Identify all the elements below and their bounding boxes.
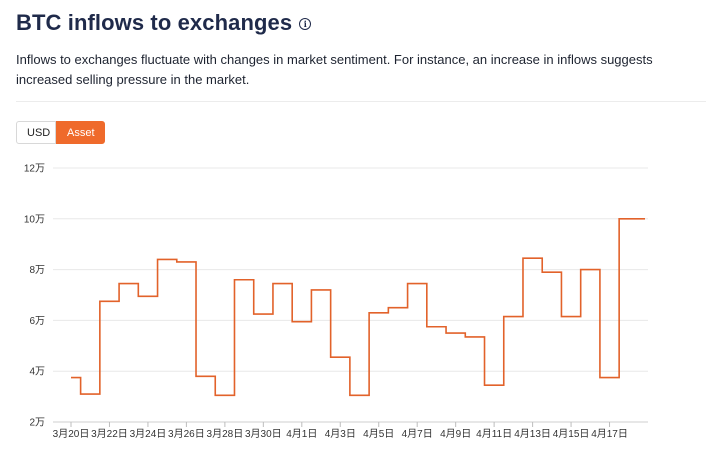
x-tick-label: 4月9日 (440, 428, 471, 440)
x-tick-label: 3月26日 (168, 428, 205, 440)
divider (16, 101, 706, 102)
series-line (71, 218, 645, 397)
x-tick-label: 3月24日 (130, 428, 167, 440)
x-tick-label: 3月30日 (245, 428, 282, 440)
x-tick-label: 4月15日 (553, 428, 590, 440)
inflow-chart: 2万 4万 6万 8万 10万 12万 3月20日 3月22日 3月24日 3月26日 3月28日… (24, 164, 648, 440)
x-tick-label: 4月11日 (476, 428, 512, 440)
x-tick-label: 4月1日 (286, 428, 317, 440)
x-tick-label: 3月22日 (91, 428, 128, 440)
info-circle-icon[interactable]: i (299, 18, 312, 30)
y-tick-label: 4万 (29, 367, 45, 378)
x-tick-label: 4月7日 (402, 428, 433, 440)
asset-button[interactable]: Asset (56, 121, 105, 144)
x-tick-label: 4月17日 (591, 428, 628, 440)
y-tick-label: 6万 (29, 316, 45, 327)
y-tick-label: 8万 (29, 265, 45, 276)
y-tick-label: 10万 (24, 214, 45, 225)
header: BTC inflows to exchanges i (16, 10, 312, 36)
x-tick-label: 3月28日 (207, 428, 244, 440)
x-tick-label: 3月20日 (53, 428, 90, 440)
x-tick-label: 4月13日 (514, 428, 551, 440)
unit-toggle: USD Asset (16, 121, 105, 144)
y-axis: 2万 4万 6万 8万 10万 12万 (24, 164, 648, 429)
y-tick-label: 2万 (29, 418, 45, 429)
chart-description: Inflows to exchanges fluctuate with chan… (16, 52, 653, 87)
x-tick-label: 4月5日 (363, 428, 394, 440)
y-tick-label: 12万 (24, 164, 45, 175)
x-axis: 3月20日 3月22日 3月24日 3月26日 3月28日 3月30日 4月1日 4月3日 4月… (53, 422, 628, 440)
usd-button[interactable]: USD (16, 121, 56, 144)
page-title: BTC inflows to exchanges (16, 10, 293, 35)
x-tick-label: 4月3日 (325, 428, 356, 440)
